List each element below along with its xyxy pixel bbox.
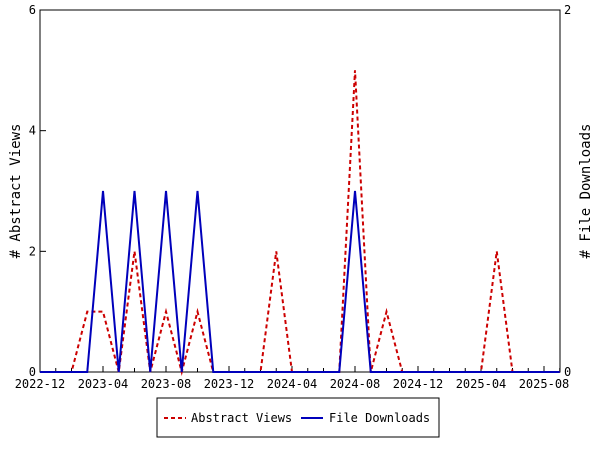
x-tick-label: 2023-04 [78,377,129,391]
x-tick-label: 2023-12 [204,377,255,391]
x-tick-label: 2025-04 [456,377,507,391]
legend-label-file-downloads: File Downloads [329,411,430,425]
y-tick-label: 0 [29,365,36,379]
y2-tick-label: 2 [564,3,571,17]
y-axis-label: # Abstract Views [8,124,24,259]
y-tick-label: 6 [29,3,36,17]
x-tick-label: 2024-04 [267,377,318,391]
x-tick-label: 2023-08 [141,377,192,391]
x-tick-label: 2024-08 [330,377,381,391]
x-tick-label: 2024-12 [393,377,444,391]
x-tick-label: 2025-08 [519,377,570,391]
y-tick-label: 2 [29,244,36,258]
y-tick-label: 4 [29,124,36,138]
x-tick-label: 2022-12 [15,377,66,391]
y2-tick-label: 0 [564,365,571,379]
y2-axis-label: # File Downloads [578,124,594,259]
plot-frame [40,10,560,372]
legend-label-abstract-views: Abstract Views [191,411,292,425]
series-line-file-downloads [40,191,560,372]
series-line-abstract-views [40,70,560,372]
